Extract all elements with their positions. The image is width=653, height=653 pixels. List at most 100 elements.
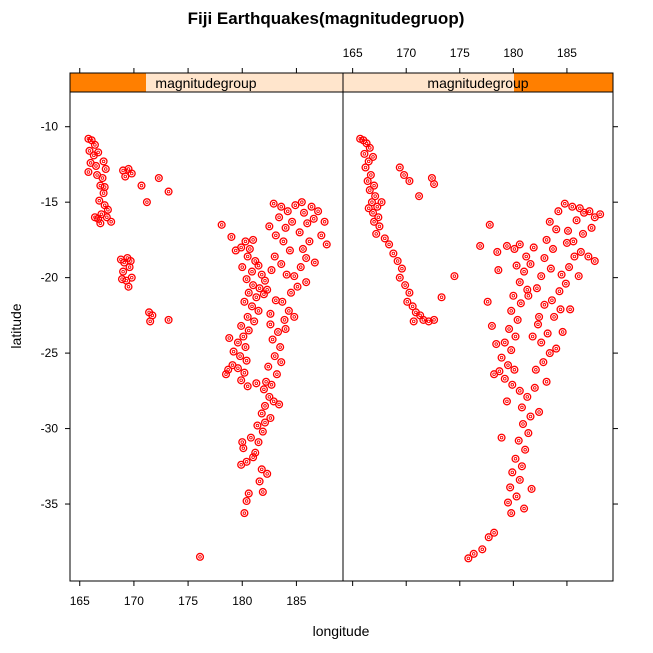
data-point-inner-panel-2 [375,204,380,209]
data-point-panel-2 [523,392,532,401]
data-point-panel-2 [374,213,383,222]
data-point-panel-2 [430,180,439,189]
data-point-inner-panel-2 [494,342,498,346]
data-point-panel-2 [408,302,417,311]
strip-right-level [514,73,613,92]
data-point-panel-2 [543,329,552,338]
data-point-inner-panel-1 [273,354,277,358]
data-point-inner-panel-1 [122,260,126,265]
data-point-panel-2 [515,475,524,484]
data-point-inner-panel-2 [558,307,563,312]
data-point-inner-panel-1 [148,319,152,324]
data-point-panel-1 [241,343,250,352]
data-point-inner-panel-2 [366,206,371,210]
data-point-panel-1 [233,338,242,347]
data-point-panel-2 [370,217,379,226]
data-point-inner-panel-1 [319,233,324,238]
data-point-panel-1 [309,214,318,223]
data-point-inner-panel-1 [280,300,285,304]
data-point-panel-1 [280,315,289,324]
data-point-panel-1 [258,427,267,436]
data-point-inner-panel-1 [243,239,248,244]
data-point-inner-panel-2 [391,251,396,256]
data-point-panel-1 [255,477,264,486]
data-point-panel-2 [527,484,536,493]
data-point-inner-panel-1 [313,260,317,265]
data-point-panel-1 [322,240,331,249]
data-point-inner-panel-2 [556,209,561,213]
data-point-inner-panel-2 [405,300,410,304]
data-point-inner-panel-2 [582,210,586,215]
data-point-panel-1 [236,352,245,361]
data-point-inner-panel-2 [505,244,509,248]
data-point-inner-panel-1 [293,203,298,207]
data-point-inner-panel-2 [371,155,375,159]
data-point-panel-2 [555,287,564,296]
data-point-panel-1 [277,358,286,367]
data-point-panel-2 [365,143,374,152]
data-point-inner-panel-2 [528,262,533,266]
data-point-panel-2 [424,317,433,326]
data-point-inner-panel-1 [256,263,261,268]
data-point-panel-2 [575,204,584,213]
data-point-panel-2 [464,554,473,563]
data-point-inner-panel-1 [244,499,249,503]
x-tick-label-top: 180 [503,46,523,60]
strip-left-label: magnitudegroup [155,75,256,91]
data-point-panel-1 [243,382,252,391]
data-point-panel-1 [285,246,294,255]
data-point-panel-2 [515,240,524,249]
data-point-panel-1 [225,333,234,343]
data-point-inner-panel-1 [93,143,97,147]
data-point-panel-1 [298,244,307,254]
data-point-inner-panel-2 [452,274,457,278]
data-point-inner-panel-2 [514,494,519,499]
strip-right-label: magnitudegroup [427,75,528,91]
data-point-panel-1 [101,164,110,174]
data-point-inner-panel-1 [139,183,144,188]
data-point-inner-panel-1 [266,364,271,369]
data-point-panel-1 [275,400,284,409]
data-point-inner-panel-1 [260,467,264,472]
data-point-panel-1 [121,172,130,181]
data-point-inner-panel-1 [275,372,279,376]
data-point-panel-1 [237,243,246,252]
data-point-panel-2 [521,445,530,454]
data-point-inner-panel-1 [287,309,291,313]
y-tick-label: -30 [41,422,59,436]
data-point-inner-panel-2 [496,268,501,272]
x-tick-label-bottom: 185 [286,594,306,608]
data-point-panel-2 [526,412,535,421]
data-point-inner-panel-2 [539,340,543,345]
data-point-inner-panel-2 [576,274,581,278]
data-point-panel-2 [569,237,578,246]
data-point-inner-panel-1 [299,265,303,269]
data-point-panel-1 [91,161,101,171]
data-point-inner-panel-1 [309,204,314,209]
data-point-panel-1 [277,260,286,269]
data-point-inner-panel-2 [539,274,543,278]
data-point-panel-2 [511,332,520,341]
data-point-panel-2 [540,253,549,263]
data-point-panel-2 [524,429,533,438]
data-point-inner-panel-1 [267,224,272,229]
data-point-panel-2 [494,266,503,275]
data-point-panel-2 [524,291,533,300]
data-point-inner-panel-1 [87,149,92,153]
data-point-inner-panel-2 [497,369,502,373]
data-point-inner-panel-1 [121,269,125,274]
data-point-inner-panel-2 [395,259,400,263]
data-point-inner-panel-1 [292,274,297,278]
data-point-inner-panel-2 [544,380,549,384]
data-point-inner-panel-1 [288,248,292,253]
data-point-panel-2 [535,407,544,417]
data-point-inner-panel-1 [126,284,131,289]
x-axis-label: longitude [313,623,370,639]
data-point-panel-1 [252,293,261,302]
data-point-inner-panel-1 [281,239,286,244]
data-point-inner-panel-1 [101,191,106,195]
data-point-panel-1 [270,252,279,261]
data-point-inner-panel-1 [244,460,249,464]
data-point-inner-panel-2 [410,304,415,309]
data-point-inner-panel-1 [236,366,240,370]
